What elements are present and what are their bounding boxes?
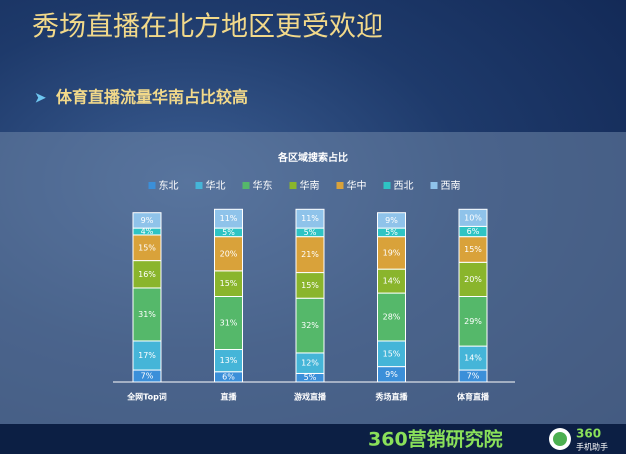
legend-label: 西南 (441, 179, 461, 192)
bar-segment (295, 208, 325, 229)
bar-segment (377, 292, 406, 342)
x-tick-label: 游戏直播 (294, 392, 327, 402)
bar-segment (458, 236, 488, 263)
value-label: 7% (141, 372, 154, 381)
value-label: 15% (383, 349, 401, 358)
value-label: 19% (383, 248, 401, 257)
bar-segment (214, 270, 243, 298)
legend-label: 华东 (253, 179, 273, 192)
logo-number: 360 (576, 427, 601, 441)
value-label: 28% (383, 313, 401, 322)
value-label: 9% (385, 370, 398, 379)
value-label: 31% (220, 319, 238, 328)
legend-swatch (148, 182, 156, 189)
legend-label: 西北 (394, 180, 414, 192)
value-label: 12% (301, 359, 319, 368)
value-label: 11% (220, 214, 238, 223)
value-label: 14% (464, 354, 482, 363)
bar-segment (132, 212, 162, 229)
value-label: 10% (464, 213, 482, 222)
footer-band (0, 424, 626, 454)
value-label: 29% (464, 317, 482, 326)
value-label: 21% (301, 250, 319, 259)
value-label: 15% (301, 281, 319, 290)
x-tick-label: 体育直播 (457, 392, 490, 402)
value-label: 9% (141, 216, 154, 225)
bullet-text: 体育直播流量华南占比较高 (56, 88, 248, 107)
value-label: 20% (220, 249, 238, 258)
value-label: 5% (385, 228, 398, 237)
legend-label: 华南 (300, 179, 320, 192)
bar-segment (295, 236, 325, 274)
value-label: 20% (464, 275, 482, 284)
value-label: 32% (301, 321, 319, 330)
bar-segment (377, 212, 406, 229)
bar-segment (458, 296, 488, 347)
legend-label: 东北 (159, 179, 179, 192)
slide-title: 秀场直播在北方地区更受欢迎 (32, 12, 383, 43)
legend-swatch (242, 182, 250, 189)
value-label: 17% (138, 351, 156, 360)
value-label: 11% (301, 214, 319, 223)
value-label: 15% (138, 243, 156, 252)
x-tick-label: 秀场直播 (375, 392, 409, 402)
value-label: 14% (383, 277, 401, 286)
legend-label: 华中 (347, 179, 367, 192)
value-label: 6% (222, 372, 235, 381)
logo-icon-inner (553, 432, 567, 446)
value-label: 15% (464, 245, 482, 254)
value-label: 4% (141, 227, 154, 236)
x-tick-label: 直播 (221, 392, 238, 402)
value-label: 16% (138, 270, 156, 279)
legend-swatch (289, 182, 297, 189)
bar-segment (132, 287, 162, 342)
value-label: 15% (220, 279, 238, 288)
legend-swatch (430, 182, 438, 189)
value-label: 6% (467, 227, 480, 236)
value-label: 5% (222, 228, 235, 237)
value-label: 7% (467, 372, 480, 381)
logo-text: 手机助手 (576, 442, 608, 452)
legend-label: 华北 (206, 179, 226, 192)
bullet-arrow: ➤ (34, 89, 47, 107)
legend-swatch (195, 182, 203, 189)
bar-segment (377, 236, 406, 270)
bar-segment (377, 340, 406, 368)
value-label: 5% (304, 373, 317, 382)
bar-segment (458, 208, 488, 227)
bar-segment (295, 297, 325, 354)
bar-segment (132, 260, 162, 289)
bar-segment (214, 296, 243, 351)
value-label: 13% (220, 356, 238, 365)
footer-brand: 360营销研究院 (368, 428, 503, 451)
x-tick-label: 全网Top词 (126, 392, 167, 402)
chart-title: 各区域搜索占比 (277, 151, 348, 164)
value-label: 9% (385, 216, 398, 225)
legend-swatch (336, 182, 344, 189)
value-label: 31% (138, 310, 156, 319)
bar-segment (214, 208, 243, 229)
legend-swatch (383, 182, 391, 189)
value-label: 5% (304, 228, 317, 237)
